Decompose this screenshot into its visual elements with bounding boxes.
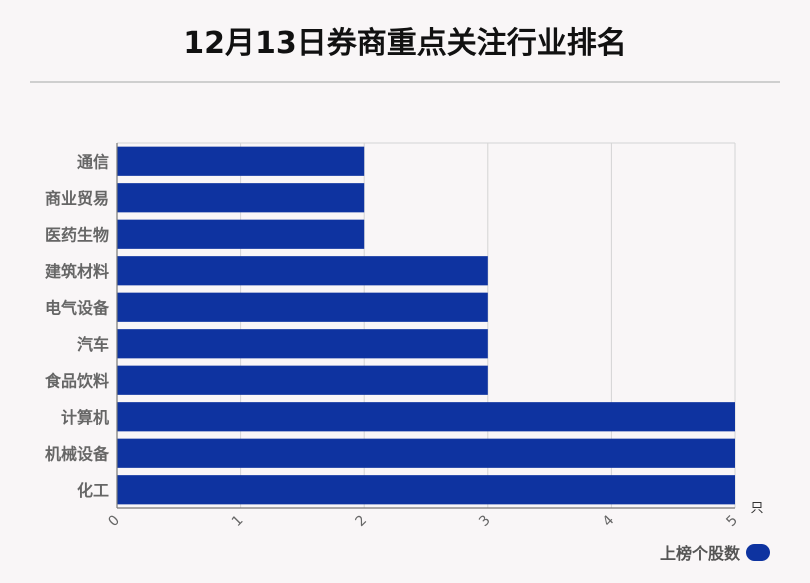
bar[interactable]	[117, 402, 735, 432]
bar[interactable]	[117, 292, 488, 322]
category-label: 商业贸易	[45, 189, 109, 208]
category-label: 计算机	[61, 408, 109, 427]
bar[interactable]	[117, 146, 365, 176]
x-tick-labels: 0 1 2 3 4 5	[105, 512, 741, 530]
chart-title: 12月13日券商重点关注行业排名	[183, 26, 627, 61]
x-unit-label: 只	[750, 501, 763, 516]
bar[interactable]	[117, 475, 735, 505]
category-label: 汽车	[77, 335, 109, 354]
x-tick-label: 2	[353, 512, 371, 530]
category-label: 食品饮料	[44, 371, 109, 390]
legend-swatch	[746, 543, 770, 561]
title-divider	[30, 81, 780, 83]
x-tick-label: 4	[600, 512, 618, 530]
bar[interactable]	[117, 438, 735, 468]
axes	[116, 143, 735, 509]
category-label: 化工	[77, 481, 109, 500]
bar[interactable]	[117, 256, 488, 286]
x-tick-label: 5	[723, 512, 741, 530]
bar[interactable]	[117, 183, 365, 213]
x-tick-label: 3	[476, 512, 494, 530]
x-tick-label: 1	[229, 512, 247, 530]
bar[interactable]	[117, 365, 488, 395]
category-label: 建筑材料	[45, 262, 109, 281]
x-tick-label: 0	[105, 512, 123, 530]
legend-label: 上榜个股数	[659, 544, 740, 563]
category-label: 电气设备	[45, 298, 110, 317]
legend[interactable]: 上榜个股数	[660, 540, 770, 564]
bars	[117, 146, 735, 505]
category-label: 机械设备	[45, 444, 110, 463]
bar[interactable]	[117, 329, 488, 359]
bar[interactable]	[117, 219, 365, 249]
category-label: 通信	[77, 152, 109, 171]
category-label: 医药生物	[45, 225, 109, 244]
